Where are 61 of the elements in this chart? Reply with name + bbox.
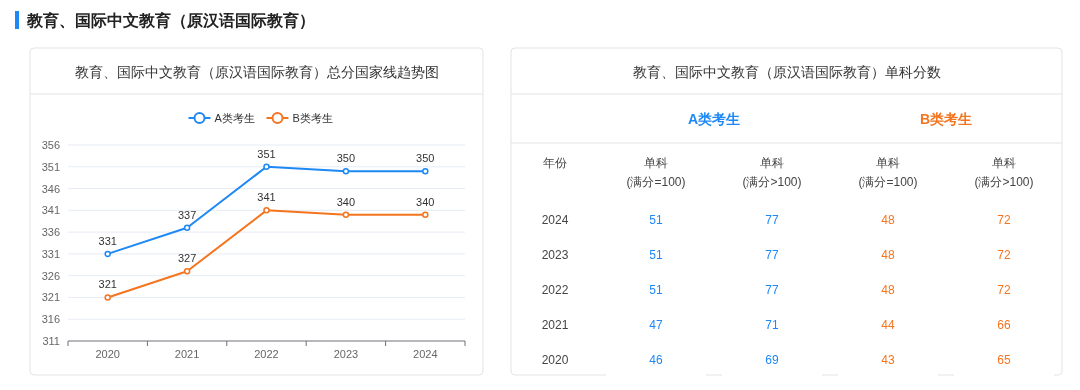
data-label: 340 xyxy=(416,195,435,208)
data-label: 340 xyxy=(336,195,356,208)
text: 教育、国际中文教育（原汉语国际教育） xyxy=(26,11,315,30)
data-label: 65 xyxy=(997,353,1011,367)
data-label: 72 xyxy=(997,248,1011,262)
data-label: 72 xyxy=(997,213,1011,227)
y-tick-label: 326 xyxy=(41,269,60,282)
data-label: 46 xyxy=(649,353,663,367)
text: A类考生 xyxy=(687,111,741,127)
x-tick-label: 2020 xyxy=(95,348,120,360)
legend-label: A类考生 xyxy=(214,112,255,124)
data-label: 337 xyxy=(177,208,197,221)
data-label: 69 xyxy=(765,353,779,367)
y-tick-label: 311 xyxy=(42,335,60,347)
data-label: 77 xyxy=(765,248,779,262)
data-label: 321 xyxy=(98,278,117,291)
chart-title: 教育、国际中文教育（原汉语国际教育）总分国家线趋势图 xyxy=(74,64,439,80)
y-tick-label: 356 xyxy=(41,139,60,151)
data-label: 72 xyxy=(997,283,1011,297)
y-tick-label: 351 xyxy=(41,160,60,173)
data-label: 77 xyxy=(765,283,779,297)
data-label: 44 xyxy=(881,318,895,332)
y-tick-label: 2024 xyxy=(541,213,569,227)
y-tick-label: 2021 xyxy=(541,318,569,332)
data-label: 331 xyxy=(98,234,117,247)
y-tick-label: 336 xyxy=(41,226,60,239)
data-label: 47 xyxy=(649,318,663,332)
y-tick-label: 316 xyxy=(41,313,60,326)
data-label: 351 xyxy=(257,147,276,160)
y-tick-label: 331 xyxy=(41,247,60,260)
y-tick-label: 341 xyxy=(41,204,60,217)
x-tick-label: 2022 xyxy=(254,348,279,360)
x-tick-label: 单科 (满分=100) xyxy=(626,156,686,189)
y-tick-label: 346 xyxy=(41,182,60,195)
x-tick-label: 单科 (满分=100) xyxy=(858,156,918,189)
legend-label: B类考生 xyxy=(292,112,333,124)
data-label: 341 xyxy=(257,191,276,204)
data-label: 66 xyxy=(997,318,1011,332)
chart-title: 教育、国际中文教育（原汉语国际教育）单科分数 xyxy=(632,64,941,80)
y-tick-label: 321 xyxy=(41,291,60,304)
text: 年份 xyxy=(543,156,567,170)
data-label: 71 xyxy=(765,318,779,332)
y-tick-label: 2022 xyxy=(541,283,569,297)
data-label: 350 xyxy=(416,152,435,165)
data-label: 51 xyxy=(649,213,663,227)
x-tick-label: 2024 xyxy=(413,348,438,360)
x-tick-label: 单科 (满分>100) xyxy=(974,156,1034,189)
data-label: 327 xyxy=(177,252,197,265)
data-label: 48 xyxy=(881,248,895,262)
data-label: 43 xyxy=(881,353,895,367)
x-tick-label: 单科 (满分>100) xyxy=(742,156,802,189)
data-label: 48 xyxy=(881,213,895,227)
text: B类考生 xyxy=(919,111,973,127)
data-label: 51 xyxy=(649,283,663,297)
data-label: 48 xyxy=(881,283,895,297)
x-tick-label: 2023 xyxy=(333,348,359,360)
x-tick-label: 2021 xyxy=(174,348,200,360)
data-label: 77 xyxy=(765,213,779,227)
data-label: 51 xyxy=(649,248,663,262)
data-label: 350 xyxy=(336,152,356,165)
y-tick-label: 2023 xyxy=(541,248,569,262)
